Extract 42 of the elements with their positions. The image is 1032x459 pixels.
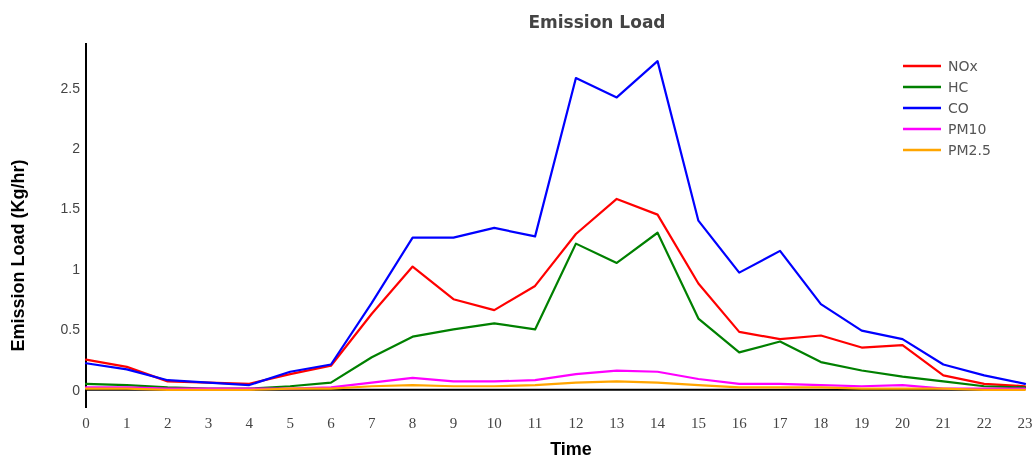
line-series	[84, 380, 1027, 391]
legend-label: PM2.5	[948, 141, 991, 158]
line-series	[84, 369, 1027, 390]
x-tick-label: 7	[368, 415, 377, 431]
x-axis-title: Time	[550, 439, 592, 459]
legend-label: PM10	[948, 120, 987, 137]
y-tick-label: 0.5	[60, 321, 81, 338]
x-tick-label: 6	[327, 415, 336, 431]
legend-label: CO	[948, 99, 969, 116]
x-tick-label: 2	[163, 415, 172, 431]
x-tick-label: 10	[486, 415, 502, 431]
x-tick-label: 20	[895, 415, 911, 431]
x-tick-label: 15	[690, 415, 706, 431]
x-tick-label: 4	[245, 415, 254, 431]
y-tick-label: 0	[72, 381, 81, 398]
x-tick-label: 16	[731, 415, 748, 431]
y-tick-label: 1	[72, 260, 81, 277]
x-tick-label: 21	[935, 415, 951, 431]
x-tick-label: 3	[204, 415, 213, 431]
x-tick-label: 19	[854, 415, 870, 431]
line-series	[84, 231, 1027, 390]
x-tick-label: 22	[976, 415, 992, 431]
x-tick-label: 23	[1017, 415, 1032, 431]
y-tick-label: 2.5	[60, 79, 81, 96]
x-tick-label: 11	[527, 415, 543, 431]
y-tick-label: 1.5	[60, 200, 81, 217]
y-tick-label: 2	[72, 140, 81, 157]
x-tick-label: 17	[772, 415, 789, 431]
legend-label: HC	[948, 78, 969, 95]
legend-label: NOx	[948, 57, 978, 74]
x-tick-label: 18	[813, 415, 829, 431]
line-series	[84, 60, 1027, 387]
x-tick-label: 9	[449, 415, 458, 431]
x-tick-label: 1	[123, 415, 131, 431]
x-tick-label: 14	[650, 415, 666, 431]
x-tick-label: 5	[286, 415, 294, 431]
x-tick-label: 13	[609, 415, 625, 431]
chart-title: Emission Load	[528, 12, 666, 32]
x-tick-label: 8	[408, 415, 417, 431]
line-series	[84, 197, 1027, 388]
y-axis-title: Emission Load (Kg/hr)	[8, 159, 28, 352]
x-tick-label: 12	[568, 415, 584, 431]
